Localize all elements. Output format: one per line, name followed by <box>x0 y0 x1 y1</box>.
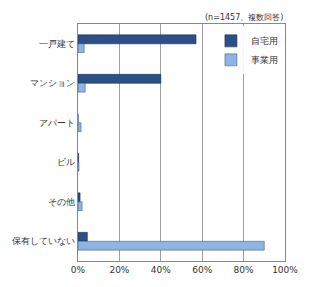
svg-text:その他: その他 <box>48 197 75 207</box>
svg-text:(n=1457、複数回答): (n=1457、複数回答) <box>205 13 283 22</box>
svg-text:ビル: ビル <box>57 157 75 167</box>
svg-text:80%: 80% <box>234 265 254 275</box>
svg-text:40%: 40% <box>151 265 171 275</box>
svg-text:100%: 100% <box>272 265 298 275</box>
svg-text:0%: 0% <box>71 265 86 275</box>
svg-text:20%: 20% <box>109 265 129 275</box>
svg-text:60%: 60% <box>192 265 212 275</box>
svg-text:自宅用: 自宅用 <box>251 36 278 46</box>
svg-text:マンション: マンション <box>30 78 75 88</box>
svg-text:保有していない: 保有していない <box>12 236 75 246</box>
svg-text:一戸建て: 一戸建て <box>39 39 75 49</box>
svg-text:事業用: 事業用 <box>251 55 278 65</box>
svg-text:アパート: アパート <box>39 118 75 128</box>
